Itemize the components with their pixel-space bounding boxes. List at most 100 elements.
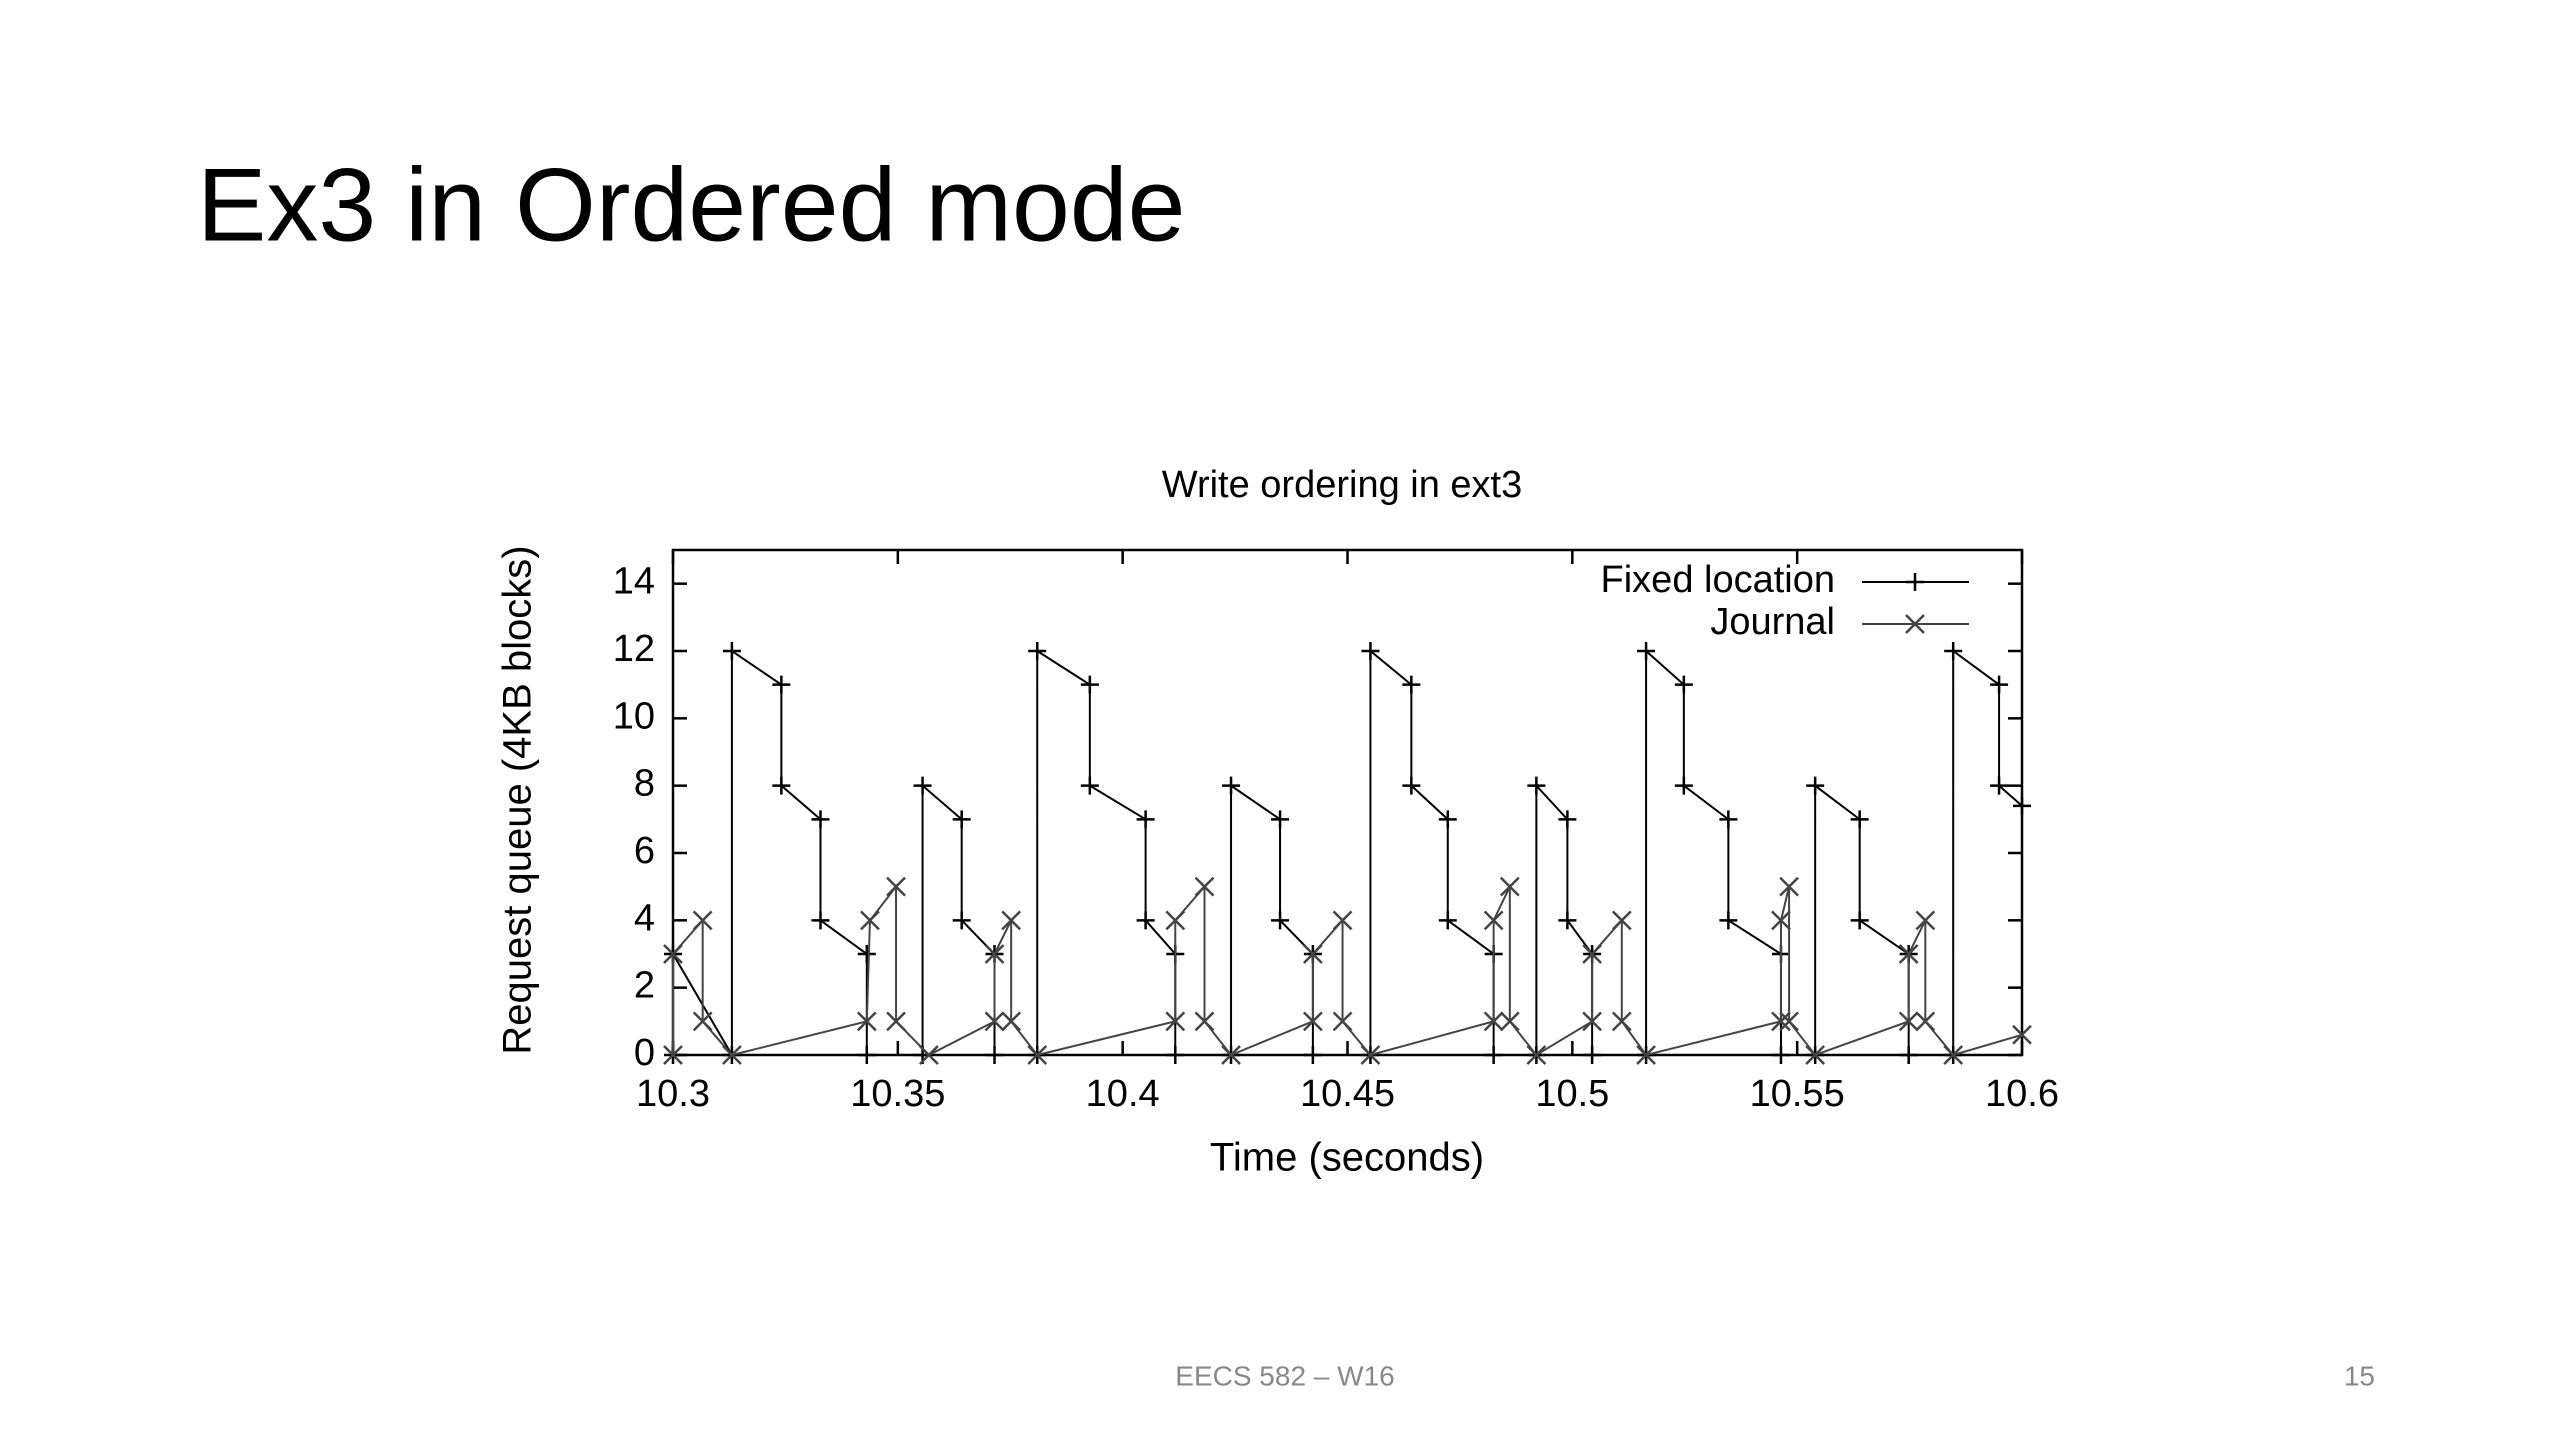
- marker: [1027, 1045, 1048, 1065]
- marker: [1906, 573, 1924, 591]
- x-tick-label: 10.45: [1300, 1073, 1395, 1115]
- y-tick-label: 6: [634, 830, 655, 872]
- marker: [2013, 796, 2031, 815]
- marker: [1905, 614, 1925, 634]
- x-tick-label: 10.35: [850, 1073, 945, 1115]
- marker: [1771, 1046, 1790, 1064]
- marker: [913, 776, 932, 795]
- marker: [1483, 1011, 1504, 1032]
- marker: [1165, 910, 1186, 931]
- marker: [1166, 1046, 1185, 1064]
- marker: [1771, 910, 1791, 931]
- marker: [1944, 642, 1963, 660]
- marker: [722, 1045, 742, 1065]
- series-line: [672, 883, 2023, 1057]
- marker: [1898, 944, 1919, 964]
- marker: [772, 675, 791, 694]
- marker: [1674, 776, 1693, 795]
- legend-label: Journal: [1710, 601, 1835, 643]
- marker: [1332, 1011, 1353, 1032]
- marker: [1222, 776, 1241, 795]
- marker: [1719, 911, 1738, 930]
- marker: [1674, 675, 1693, 694]
- marker: [1771, 1011, 1791, 1032]
- marker: [1136, 810, 1155, 829]
- y-tick-label: 2: [634, 965, 655, 1007]
- marker: [1165, 1011, 1186, 1032]
- marker: [984, 1011, 1005, 1032]
- marker: [1582, 1011, 1603, 1032]
- marker: [984, 944, 1005, 964]
- marker: [1526, 1045, 1547, 1065]
- marker: [1302, 944, 1323, 964]
- x-tick-label: 10.5: [1535, 1073, 1609, 1115]
- marker: [1302, 1011, 1323, 1032]
- marker: [663, 944, 683, 964]
- marker: [1360, 1045, 1381, 1065]
- marker: [985, 1046, 1004, 1064]
- marker: [1558, 911, 1577, 930]
- marker: [1899, 1046, 1918, 1064]
- marker: [1779, 1011, 1799, 1032]
- x-tick-label: 10.3: [636, 1073, 710, 1115]
- marker: [1194, 876, 1215, 897]
- marker: [1080, 776, 1099, 795]
- marker: [952, 810, 971, 829]
- marker: [1805, 1045, 1826, 1065]
- marker: [886, 876, 906, 897]
- marker: [1898, 1011, 1919, 1032]
- marker: [1438, 911, 1457, 930]
- marker: [811, 810, 830, 829]
- marker: [918, 1045, 939, 1065]
- marker: [1080, 675, 1099, 694]
- marker: [1499, 1011, 1520, 1032]
- marker: [1136, 911, 1155, 930]
- marker: [857, 945, 876, 963]
- marker: [1271, 810, 1290, 829]
- marker: [1001, 910, 1022, 931]
- marker: [1438, 810, 1457, 829]
- marker: [2012, 1024, 2032, 1045]
- marker: [1484, 1046, 1503, 1064]
- legend-label: Fixed location: [1601, 559, 1835, 601]
- footer: EECS 582 – W16: [1175, 1360, 1394, 1391]
- marker: [1915, 910, 1936, 931]
- marker: [1001, 1011, 1022, 1032]
- marker: [1402, 675, 1421, 694]
- marker: [811, 911, 830, 930]
- marker: [1303, 1046, 1322, 1064]
- marker: [1221, 1045, 1241, 1065]
- x-tick-label: 10.4: [1086, 1073, 1160, 1115]
- marker: [1271, 911, 1290, 930]
- marker: [772, 776, 791, 795]
- y-tick-label: 14: [613, 561, 655, 603]
- y-tick-label: 8: [634, 763, 655, 805]
- marker: [1028, 642, 1047, 660]
- marker: [1583, 1046, 1602, 1064]
- marker: [692, 1011, 713, 1032]
- marker: [1499, 876, 1520, 897]
- marker: [1637, 642, 1656, 660]
- y-tick-label: 10: [613, 695, 655, 737]
- x-tick-label: 10.6: [1985, 1073, 2059, 1115]
- y-tick-label: 0: [634, 1032, 655, 1074]
- marker: [1943, 1045, 1964, 1065]
- marker: [663, 1045, 683, 1065]
- y-axis-label: Request queue (4KB blocks): [496, 545, 540, 1054]
- marker: [860, 910, 880, 931]
- marker: [1915, 1011, 1936, 1032]
- page-number: 15: [2344, 1360, 2375, 1391]
- slide-title: Ex3 in Ordered mode: [197, 147, 1186, 263]
- marker: [1850, 911, 1869, 930]
- y-tick-label: 12: [613, 628, 655, 670]
- marker: [1558, 810, 1577, 829]
- y-tick-label: 4: [634, 897, 655, 939]
- marker: [857, 1046, 876, 1064]
- marker: [1990, 776, 2009, 795]
- marker: [1779, 876, 1799, 897]
- chart-title: Write ordering in ext3: [1162, 464, 1522, 506]
- marker: [1332, 910, 1353, 931]
- series-line: [672, 648, 2023, 1059]
